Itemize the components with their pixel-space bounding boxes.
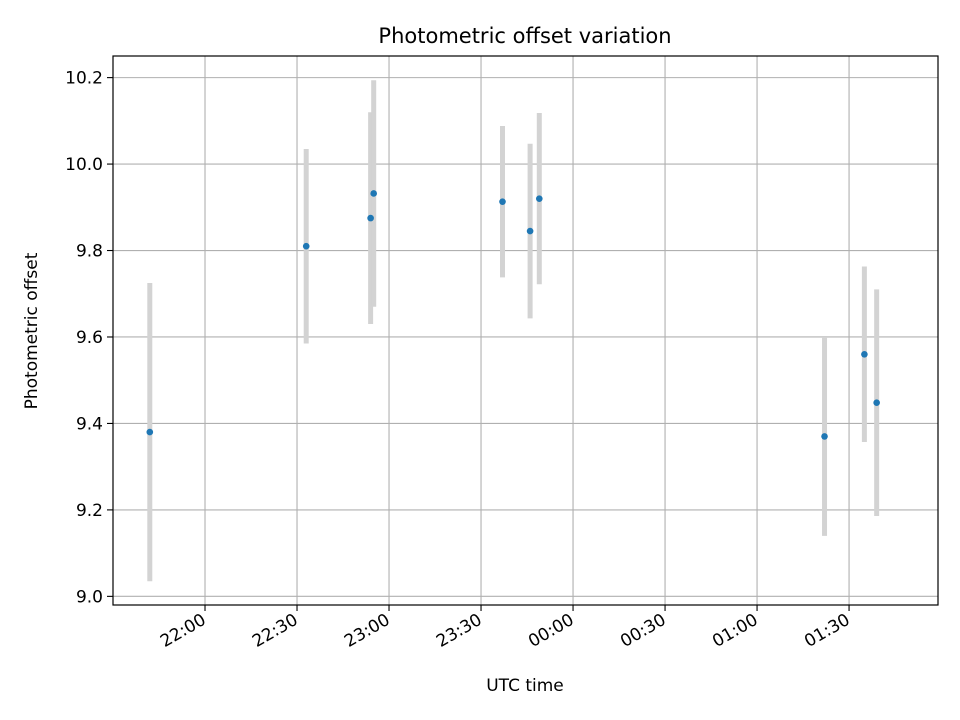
y-axis-ticks: 9.0 9.2 9.4 9.6 9.8 10.0 10.2 <box>65 69 113 607</box>
data-point <box>302 242 310 250</box>
x-axis-ticks: 22:00 22:30 23:00 23:30 00:00 00:30 01:00 01:30 <box>157 605 854 652</box>
x-tick-label: 22:30 <box>249 610 301 652</box>
x-axis-label: UTC time <box>486 676 564 696</box>
x-tick-label: 01:00 <box>709 610 761 652</box>
data-points <box>146 190 880 440</box>
y-axis-label: Photometric offset <box>22 252 42 409</box>
data-point <box>526 227 534 235</box>
y-tick-label: 10.2 <box>65 69 103 89</box>
y-tick-label: 9.6 <box>76 328 103 348</box>
y-tick-label: 10.0 <box>65 155 103 175</box>
error-bars <box>147 80 880 582</box>
data-point <box>146 428 154 436</box>
data-point <box>536 195 543 202</box>
data-point <box>873 399 880 406</box>
y-tick-label: 9.0 <box>76 587 103 607</box>
x-tick-label: 01:30 <box>801 610 853 652</box>
y-tick-label: 9.4 <box>76 414 103 434</box>
data-point <box>370 190 377 197</box>
grid <box>113 56 938 605</box>
data-point <box>861 350 868 358</box>
y-tick-label: 9.2 <box>76 501 103 521</box>
data-point <box>821 433 828 440</box>
x-tick-label: 22:00 <box>157 610 209 652</box>
plot-area-frame <box>112 55 939 606</box>
x-tick-label: 00:30 <box>617 610 669 652</box>
y-tick-label: 9.8 <box>76 242 103 262</box>
x-tick-label: 23:30 <box>433 610 485 652</box>
data-point <box>367 214 374 222</box>
x-tick-label: 23:00 <box>341 610 393 652</box>
x-tick-label: 00:00 <box>525 610 577 652</box>
chart-title: Photometric offset variation <box>378 24 671 48</box>
data-point <box>499 198 506 205</box>
